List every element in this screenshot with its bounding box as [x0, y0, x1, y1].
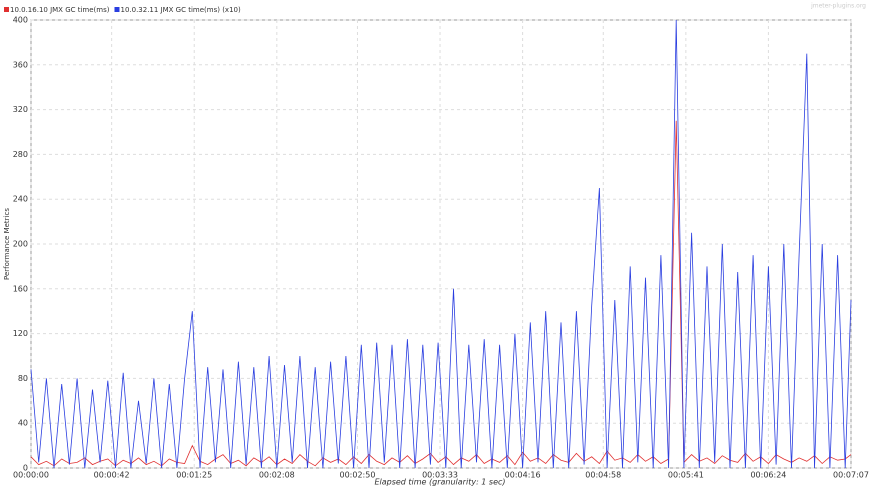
y-tick-label: 200 [13, 240, 28, 249]
legend-swatch [114, 7, 120, 12]
y-tick-label: 360 [13, 60, 28, 69]
x-tick-label: 00:02:08 [259, 471, 295, 480]
y-tick-label: 320 [13, 105, 28, 114]
x-tick-label: 00:01:25 [176, 471, 212, 480]
legend-swatch [4, 7, 9, 12]
y-tick-label: 160 [13, 284, 28, 293]
x-tick-label: 00:00:00 [13, 471, 49, 480]
y-axis-label: Performance Metrics [3, 208, 11, 280]
x-tick-label: 00:03:33 [422, 471, 458, 480]
legend-label: 10.0.32.11 JMX GC time(ms) (x10) [120, 6, 240, 14]
x-tick-label: 00:07:07 [833, 471, 869, 480]
series-line [30, 120, 852, 467]
y-tick-label: 80 [18, 374, 28, 383]
y-tick-label: 280 [13, 150, 28, 159]
y-tick-label: 240 [13, 195, 28, 204]
y-tick-label: 0 [23, 464, 28, 473]
series-line [30, 19, 852, 469]
x-tick-label: 00:05:41 [668, 471, 704, 480]
watermark: jmeter-plugins.org [810, 3, 866, 10]
x-tick-label: 00:00:42 [94, 471, 130, 480]
x-axis-label: Elapsed time (granularity: 1 sec) [374, 478, 505, 487]
x-tick-label: 00:02:50 [339, 471, 375, 480]
x-tick-label: 00:04:58 [585, 471, 621, 480]
x-tick-label: 00:06:24 [750, 471, 786, 480]
legend-label: 10.0.16.10 JMX GC time(ms) [10, 6, 110, 14]
y-tick-label: 40 [18, 419, 28, 428]
y-tick-label: 400 [13, 16, 28, 25]
y-tick-label: 120 [13, 329, 28, 338]
x-tick-label: 00:04:16 [505, 471, 541, 480]
